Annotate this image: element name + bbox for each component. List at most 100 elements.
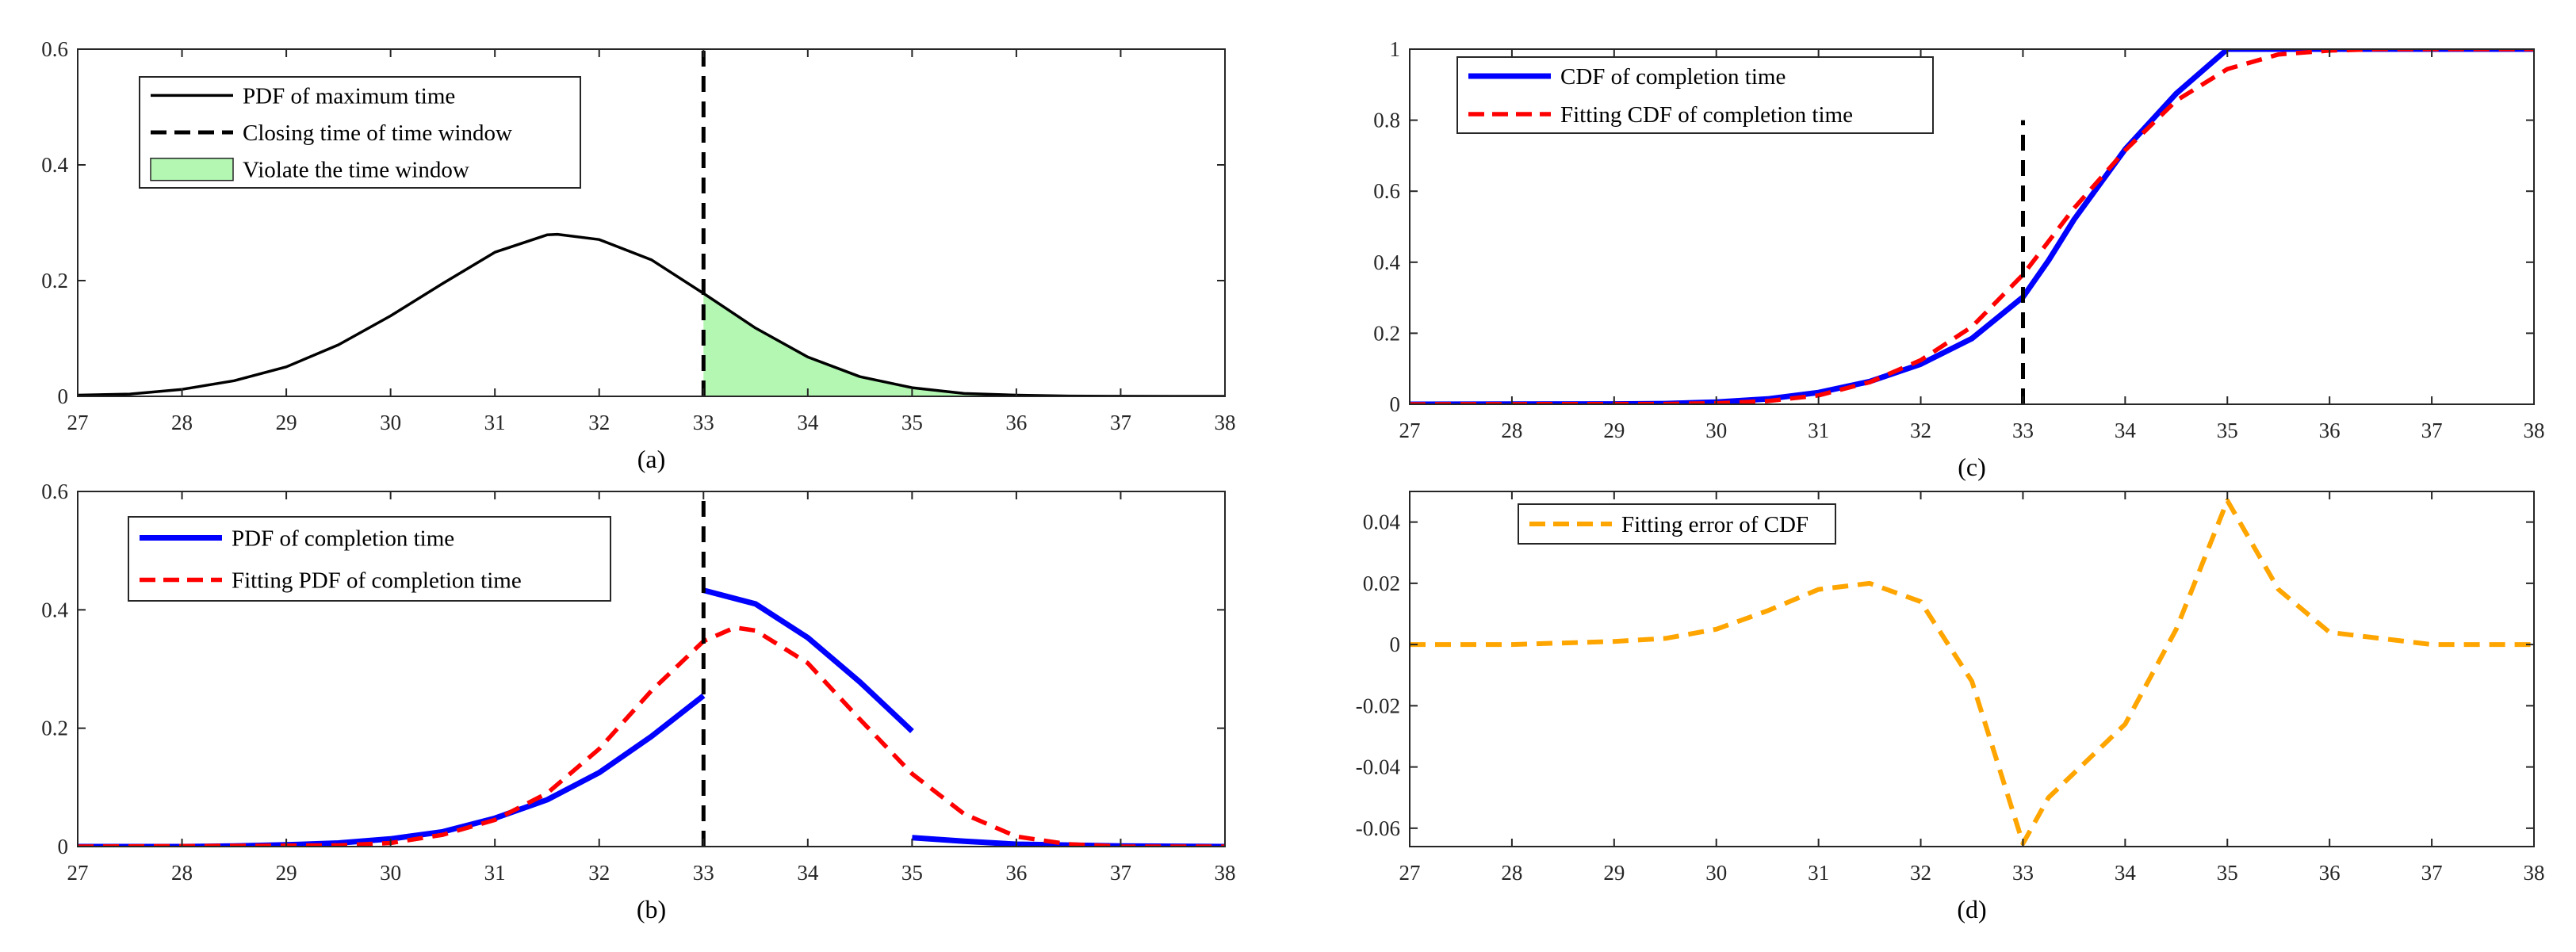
legend-swatch (150, 157, 234, 182)
x-tick-label: 28 (1501, 419, 1522, 442)
x-tick-label: 30 (380, 861, 401, 885)
x-tick-label: 31 (484, 411, 506, 434)
x-tick-label: 37 (1110, 861, 1131, 885)
x-tick-label: 32 (588, 861, 610, 885)
legend-label: PDF of maximum time (243, 83, 455, 109)
x-tick-label: 31 (484, 861, 506, 885)
y-tick-label: 0.02 (1363, 572, 1400, 595)
axes-frame (1409, 491, 2535, 847)
x-tick-label: 34 (2115, 861, 2137, 885)
y-tick-label: 0.04 (1363, 510, 1401, 534)
x-tick-label: 30 (380, 411, 401, 434)
y-tick-label: 0.6 (41, 480, 68, 503)
x-tick-label: 30 (1705, 861, 1727, 885)
x-tick-label: 37 (1110, 411, 1131, 434)
x-tick-label: 33 (2012, 419, 2034, 442)
panel-c: 27 28 29 30 31 32 33 34 35 36 37 38 0 0.2 0.4 0.6 0.8 1 (c… (1373, 37, 2544, 481)
legend-label: PDF of completion time (232, 526, 454, 552)
axes-frame (77, 48, 1226, 397)
x-tick-label: 38 (2524, 419, 2545, 442)
x-tick-label: 29 (1603, 419, 1625, 442)
legend-label: Closing time of time window (243, 120, 512, 146)
y-tick-label: 1 (1390, 37, 1401, 61)
x-tick-label: 38 (1215, 861, 1236, 885)
legend-box (1518, 503, 1836, 545)
x-tick-label: 29 (1603, 861, 1625, 885)
x-tick-label: 35 (901, 411, 923, 434)
x-tick-label: 27 (1399, 419, 1421, 442)
x-tick-label: 29 (276, 411, 297, 434)
panel-caption: (c) (1958, 453, 1986, 481)
legend-label: CDF of completion time (1560, 64, 1786, 90)
legend-label: Fitting CDF of completion time (1560, 102, 1853, 128)
x-tick-label: 34 (797, 411, 819, 434)
series-line (78, 232, 1225, 396)
y-tick-label: -0.06 (1356, 816, 1400, 840)
y-tick-label: 0.4 (41, 153, 68, 177)
series-line (78, 693, 706, 847)
series-line (702, 587, 914, 733)
axes-frame (77, 491, 1226, 847)
x-tick-label: 38 (1215, 411, 1236, 434)
x-tick-label: 37 (2421, 419, 2443, 442)
y-tick-label: 0.8 (1373, 109, 1400, 132)
y-tick-label: 0.2 (41, 717, 68, 740)
series-line (1410, 49, 2534, 404)
legend-box (128, 516, 611, 602)
x-tick-label: 28 (171, 861, 193, 885)
x-tick-label: 31 (1808, 419, 1829, 442)
x-tick-label: 30 (1705, 419, 1727, 442)
x-tick-label: 32 (1910, 419, 1931, 442)
x-tick-label: 27 (67, 411, 89, 434)
x-tick-label: 33 (2012, 861, 2034, 885)
panel-caption: (b) (637, 895, 666, 923)
x-tick-label: 36 (2319, 419, 2341, 442)
legend-label: Violate the time window (243, 158, 469, 183)
x-tick-label: 27 (1399, 861, 1421, 885)
x-tick-label: 35 (901, 861, 923, 885)
x-tick-label: 32 (588, 411, 610, 434)
y-tick-label: 0 (1390, 392, 1401, 416)
panel-d: 27 28 29 30 31 32 33 34 35 36 37 38 -0.06 -0.04 -0.02 0… (1356, 491, 2545, 923)
x-tick-label: 28 (171, 411, 193, 434)
y-tick-label: 0 (1390, 633, 1401, 656)
y-tick-label: 0.6 (1373, 179, 1400, 203)
x-tick-label: 31 (1808, 861, 1829, 885)
x-tick-label: 38 (2524, 861, 2545, 885)
legend-label: Fitting error of CDF (1621, 512, 1809, 537)
y-tick-label: -0.02 (1356, 694, 1400, 717)
y-tick-label: 0 (58, 835, 69, 858)
x-tick-label: 36 (2319, 861, 2341, 885)
y-tick-label: -0.04 (1356, 755, 1401, 779)
x-tick-label: 29 (276, 861, 297, 885)
x-tick-label: 27 (67, 861, 89, 885)
panel-caption: (a) (637, 445, 666, 473)
y-tick-label: 0.6 (41, 37, 68, 61)
x-tick-label: 36 (1005, 861, 1027, 885)
y-tick-label: 0.4 (41, 598, 68, 621)
x-tick-label: 35 (2217, 419, 2238, 442)
x-tick-label: 28 (1501, 861, 1522, 885)
axes-frame (1409, 48, 2535, 405)
y-tick-label: 0.2 (41, 269, 68, 292)
legend-box (1456, 56, 1934, 134)
y-tick-label: 0.2 (1373, 321, 1400, 345)
panel-a: 27 28 29 30 31 32 33 34 35 36 37 38 0 0.2 0.4 0.6 (a) PDF… (41, 37, 1235, 473)
x-tick-label: 33 (693, 861, 714, 885)
panel-caption: (d) (1957, 895, 1986, 923)
x-tick-label: 32 (1910, 861, 1931, 885)
y-tick-label: 0 (58, 384, 69, 408)
panel-b: 27 28 29 30 31 32 33 34 35 36 37 38 0 0.2 0.4 0.6 (b) PDF… (41, 480, 1235, 923)
x-tick-label: 34 (797, 861, 819, 885)
x-tick-label: 34 (2115, 419, 2137, 442)
legend-label: Fitting PDF of completion time (232, 568, 522, 594)
x-tick-label: 36 (1005, 411, 1027, 434)
violation-area (703, 293, 1225, 396)
series-line (1410, 498, 2534, 847)
y-tick-label: 0.4 (1373, 250, 1400, 274)
series-line (78, 625, 1225, 847)
x-tick-label: 33 (693, 411, 714, 434)
x-tick-label: 35 (2217, 861, 2238, 885)
x-tick-label: 37 (2421, 861, 2443, 885)
